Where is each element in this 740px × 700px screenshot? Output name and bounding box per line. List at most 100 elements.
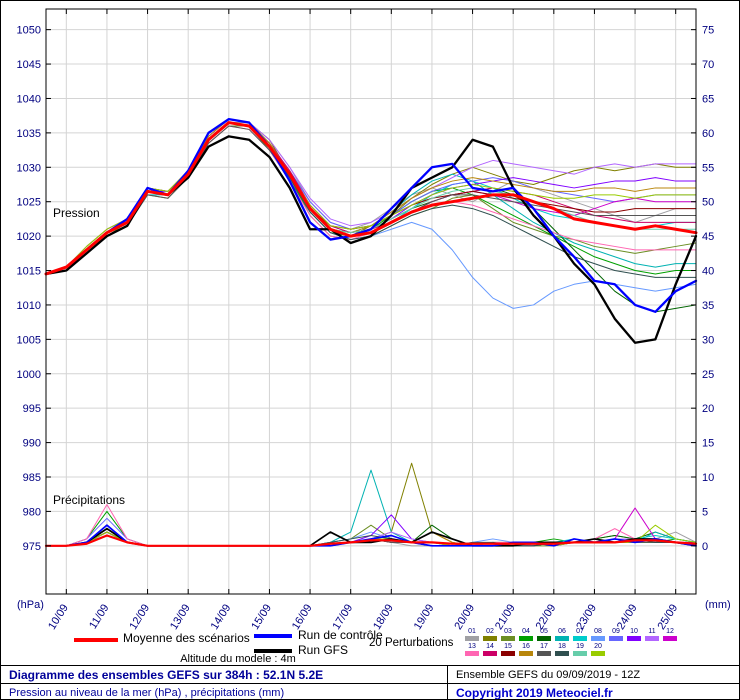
perturbation-number: 17 xyxy=(540,643,548,650)
svg-text:5: 5 xyxy=(702,506,708,518)
precip-series-06 xyxy=(45,469,697,547)
perturbation-number: 19 xyxy=(576,643,584,650)
ensemble-chart: 1050104510401035103010251020101510101005… xyxy=(17,8,731,632)
svg-text:1040: 1040 xyxy=(17,93,41,105)
svg-text:1020: 1020 xyxy=(17,231,41,243)
precip-series-02 xyxy=(45,462,697,547)
precip-label: Précipitations xyxy=(53,493,125,507)
perturbation-number: 16 xyxy=(522,643,530,650)
svg-text:20: 20 xyxy=(702,403,714,415)
svg-text:1005: 1005 xyxy=(17,334,41,346)
perturbation-color-swatch xyxy=(555,636,569,641)
perturbation-number: 15 xyxy=(504,643,512,650)
svg-text:45: 45 xyxy=(702,231,714,243)
svg-text:40: 40 xyxy=(702,266,714,278)
perturbation-color-swatch xyxy=(465,651,479,656)
perturbation-color-swatch xyxy=(501,636,515,641)
pressure-series-Run de contrôle xyxy=(44,117,698,313)
perturbation-color-swatch xyxy=(591,636,605,641)
right-axis-unit: (mm) xyxy=(705,599,731,611)
perturbation-color-swatch xyxy=(537,636,551,641)
perturbation-color-swatch xyxy=(519,651,533,656)
perturbation-color-swatch xyxy=(609,636,623,641)
svg-text:30: 30 xyxy=(702,334,714,346)
svg-text:990: 990 xyxy=(23,438,41,450)
svg-text:75: 75 xyxy=(702,25,714,37)
perturbation-key-18: 18 xyxy=(553,643,571,656)
perturbation-key-13: 13 xyxy=(463,643,481,656)
svg-text:0: 0 xyxy=(702,541,708,553)
perturbation-number: 20 xyxy=(594,643,602,650)
svg-text:975: 975 xyxy=(23,541,41,553)
x-tick-label: 20/09 xyxy=(452,602,477,632)
perturbation-color-swatch xyxy=(519,636,533,641)
svg-text:65: 65 xyxy=(702,93,714,105)
x-tick-label: 13/09 xyxy=(168,602,193,632)
svg-text:25: 25 xyxy=(702,369,714,381)
perturbation-key-19: 19 xyxy=(571,643,589,656)
perturbation-color-swatch xyxy=(555,651,569,656)
x-tick-label: 10/09 xyxy=(46,602,71,632)
x-tick-label: 16/09 xyxy=(290,602,315,632)
svg-text:15: 15 xyxy=(702,438,714,450)
x-tick-label: 12/09 xyxy=(127,602,152,632)
x-tick-label: 22/09 xyxy=(534,602,559,632)
perturbation-key-14: 14 xyxy=(481,643,499,656)
left-axis-unit: (hPa) xyxy=(17,599,44,611)
control-line-swatch xyxy=(254,634,292,638)
svg-text:1050: 1050 xyxy=(17,25,41,37)
x-tick-label: 14/09 xyxy=(209,602,234,632)
pressure-label: Pression xyxy=(53,206,100,220)
perturbation-color-key-row2: 13 14 15 16 17 18 19 20 xyxy=(463,643,607,661)
diagram-subtitle: Pression au niveau de la mer (hPa) , pré… xyxy=(1,684,448,699)
x-tick-label: 17/09 xyxy=(330,602,355,632)
diagram-title: Diagramme des ensembles GEFS sur 384h : … xyxy=(1,666,448,684)
svg-text:10: 10 xyxy=(702,472,714,484)
gridlines xyxy=(46,9,696,594)
svg-text:1030: 1030 xyxy=(17,162,41,174)
perturbation-color-swatch xyxy=(573,651,587,656)
perturbation-color-swatch xyxy=(483,636,497,641)
perturbation-key-16: 16 xyxy=(517,643,535,656)
perturbation-color-swatch xyxy=(627,636,641,641)
perturbation-color-swatch xyxy=(573,636,587,641)
mean-line-swatch xyxy=(74,638,118,642)
svg-text:1045: 1045 xyxy=(17,59,41,71)
x-tick-label: 25/09 xyxy=(655,602,680,632)
perturbation-color-swatch xyxy=(483,651,497,656)
perturbation-color-swatch xyxy=(537,651,551,656)
axes xyxy=(45,8,697,595)
footer: Diagramme des ensembles GEFS sur 384h : … xyxy=(1,665,739,699)
series-lines xyxy=(44,117,698,547)
perturbation-color-swatch xyxy=(645,636,659,641)
perturbation-color-swatch xyxy=(663,636,677,641)
perturbation-number: 14 xyxy=(486,643,494,650)
svg-text:980: 980 xyxy=(23,506,41,518)
x-tick-label: 24/09 xyxy=(615,602,640,632)
svg-text:1025: 1025 xyxy=(17,197,41,209)
perturbation-number: 18 xyxy=(558,643,566,650)
perturbation-key-17: 17 xyxy=(535,643,553,656)
svg-text:55: 55 xyxy=(702,162,714,174)
pressure-series-Moyenne des scénarios xyxy=(44,121,698,276)
x-tick-label: 15/09 xyxy=(249,602,274,632)
svg-text:1000: 1000 xyxy=(17,369,41,381)
precip-series-Moyenne des scénarios xyxy=(44,534,698,547)
svg-text:1015: 1015 xyxy=(17,266,41,278)
perturbation-color-swatch xyxy=(465,636,479,641)
svg-text:995: 995 xyxy=(23,403,41,415)
svg-text:50: 50 xyxy=(702,197,714,209)
perturbation-color-swatch xyxy=(501,651,515,656)
x-tick-label: 19/09 xyxy=(412,602,437,632)
perturbation-key-15: 15 xyxy=(499,643,517,656)
x-tick-label: 23/09 xyxy=(574,602,599,632)
svg-text:70: 70 xyxy=(702,59,714,71)
x-tick-label: 11/09 xyxy=(87,602,111,631)
legend-perturbations-label: 20 Perturbations xyxy=(369,637,454,649)
perturbation-color-swatch xyxy=(591,651,605,656)
x-tick-label: 21/09 xyxy=(493,602,518,632)
perturbation-number: 13 xyxy=(468,643,476,650)
svg-text:1010: 1010 xyxy=(17,300,41,312)
model-altitude-label: Altitude du modele : 4m xyxy=(180,653,296,665)
